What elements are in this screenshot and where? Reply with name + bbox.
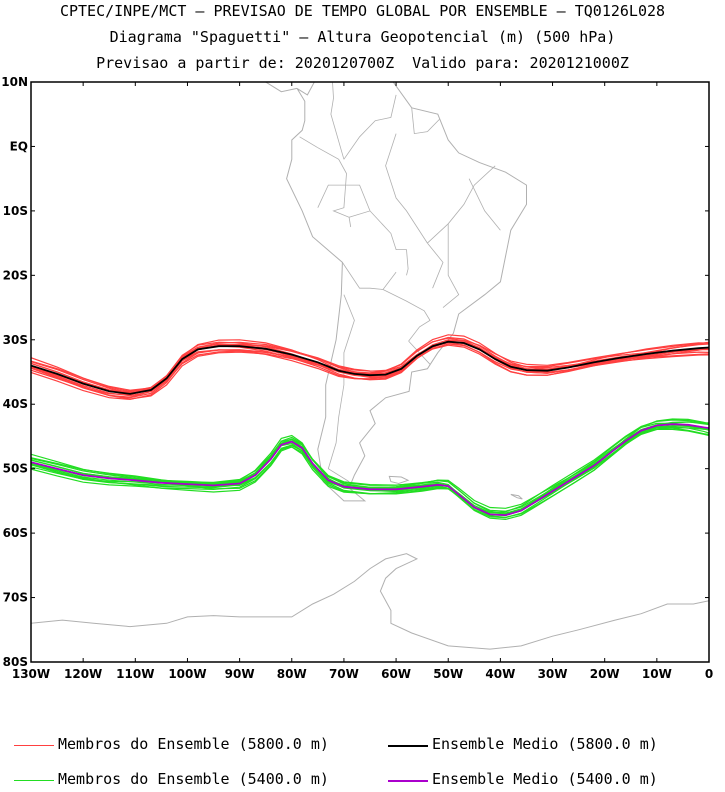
- border-line: [427, 165, 496, 244]
- ensemble-member-line: [31, 341, 709, 391]
- legend-swatch-mean-5800: [388, 745, 428, 747]
- ensemble-member-line: [31, 421, 709, 516]
- coastline-antarctica: [31, 553, 709, 650]
- y-tick-label: 40S: [3, 397, 28, 411]
- legend-members-5800: Membros do Ensemble (5800.0 m): [58, 735, 329, 753]
- ensemble-member-line: [31, 423, 709, 517]
- x-tick-label: 60W: [381, 667, 411, 681]
- border-line: [317, 147, 352, 228]
- y-tick-label: 80S: [3, 655, 28, 669]
- border-line: [348, 210, 409, 276]
- ensemble-member-line: [31, 427, 709, 516]
- ensemble-member-line: [31, 339, 709, 394]
- legend-swatch-mean-5400: [388, 780, 428, 782]
- coastline-south-america: [286, 82, 527, 502]
- legend-mean-5800: Ensemble Medio (5800.0 m): [432, 735, 658, 753]
- x-tick-label: 50W: [433, 667, 463, 681]
- legend-swatch-members-5800: [14, 745, 54, 746]
- ensemble-means: [31, 340, 709, 517]
- coastline-falklands: [388, 475, 410, 485]
- y-tick-label: 50S: [3, 462, 28, 476]
- axis-ticks: 130W 120W 110W 100W 90W 80W 70W 60W 50W 40W 30W 20W…: [1, 75, 713, 681]
- border-line: [317, 184, 371, 212]
- border-line: [342, 262, 397, 290]
- ensemble-members: [31, 334, 709, 521]
- ensemble-member-line: [31, 419, 709, 514]
- border-line: [330, 82, 345, 160]
- x-tick-label: 0: [705, 667, 713, 681]
- ensemble-member-line: [31, 339, 709, 392]
- x-tick-label: 30W: [538, 667, 568, 681]
- border-line: [343, 94, 397, 160]
- border-line: [468, 178, 501, 231]
- x-tick-label: 120W: [64, 667, 102, 681]
- ensemble-member-line: [31, 341, 709, 396]
- x-tick-label: 90W: [225, 667, 255, 681]
- y-tick-label: 10N: [1, 75, 28, 89]
- coastline-south-georgia: [510, 493, 523, 500]
- x-tick-label: 20W: [590, 667, 620, 681]
- x-tick-label: 100W: [168, 667, 206, 681]
- x-tick-label: 70W: [329, 667, 359, 681]
- border-line: [427, 242, 444, 289]
- chart-title-line3: Previsao a partir de: 2020120700Z Valido…: [96, 54, 629, 72]
- chart-title-line1: CPTEC/INPE/MCT — PREVISAO DE TEMPO GLOBA…: [59, 2, 666, 20]
- ensemble-member-line: [31, 426, 709, 514]
- border-line: [411, 107, 440, 135]
- y-tick-label: 70S: [3, 591, 28, 605]
- ensemble-member-line: [31, 336, 709, 399]
- x-tick-label: 80W: [277, 667, 307, 681]
- ensemble-member-line: [31, 423, 709, 516]
- y-tick-label: 60S: [3, 526, 28, 540]
- legend-mean-5400: Ensemble Medio (5400.0 m): [432, 770, 658, 788]
- ensemble-mean-5400-line: [31, 423, 709, 517]
- ensemble-member-line: [31, 425, 709, 512]
- y-tick-label: EQ: [10, 139, 28, 153]
- border-line: [382, 289, 431, 342]
- x-tick-label: 110W: [116, 667, 154, 681]
- ensemble-mean-5800-line: [31, 340, 709, 395]
- ensemble-member-line: [31, 418, 709, 519]
- basemap: [31, 82, 709, 650]
- ensemble-member-line: [31, 341, 709, 394]
- ensemble-member-line: [31, 342, 709, 394]
- chart-title-line2: Diagrama "Spaguetti" — Altura Geopotenci…: [109, 28, 616, 46]
- border-line: [327, 294, 355, 482]
- ensemble-member-line: [31, 341, 709, 395]
- ensemble-member-line: [31, 427, 709, 515]
- ensemble-member-line: [31, 422, 709, 516]
- border-line: [442, 223, 460, 308]
- ensemble-member-line: [31, 423, 709, 514]
- x-tick-label: 130W: [12, 667, 50, 681]
- ensemble-member-line: [31, 341, 709, 397]
- x-tick-label: 40W: [485, 667, 515, 681]
- y-tick-label: 10S: [3, 204, 28, 218]
- ensemble-member-line: [31, 340, 709, 394]
- x-tick-label: 10W: [642, 667, 672, 681]
- legend-swatch-members-5400: [14, 780, 54, 781]
- ensemble-member-line: [31, 425, 709, 521]
- y-tick-label: 30S: [3, 333, 28, 347]
- ensemble-member-line: [31, 339, 709, 398]
- plot-frame: [30, 81, 710, 663]
- border-line: [299, 136, 319, 149]
- coastline-central-america: [265, 82, 298, 93]
- ensemble-member-line: [31, 428, 709, 509]
- legend-members-5400: Membros do Ensemble (5400.0 m): [58, 770, 329, 788]
- y-tick-label: 20S: [3, 268, 28, 282]
- ensemble-member-line: [31, 421, 709, 518]
- ensemble-member-line: [31, 343, 709, 393]
- border-line: [385, 133, 428, 244]
